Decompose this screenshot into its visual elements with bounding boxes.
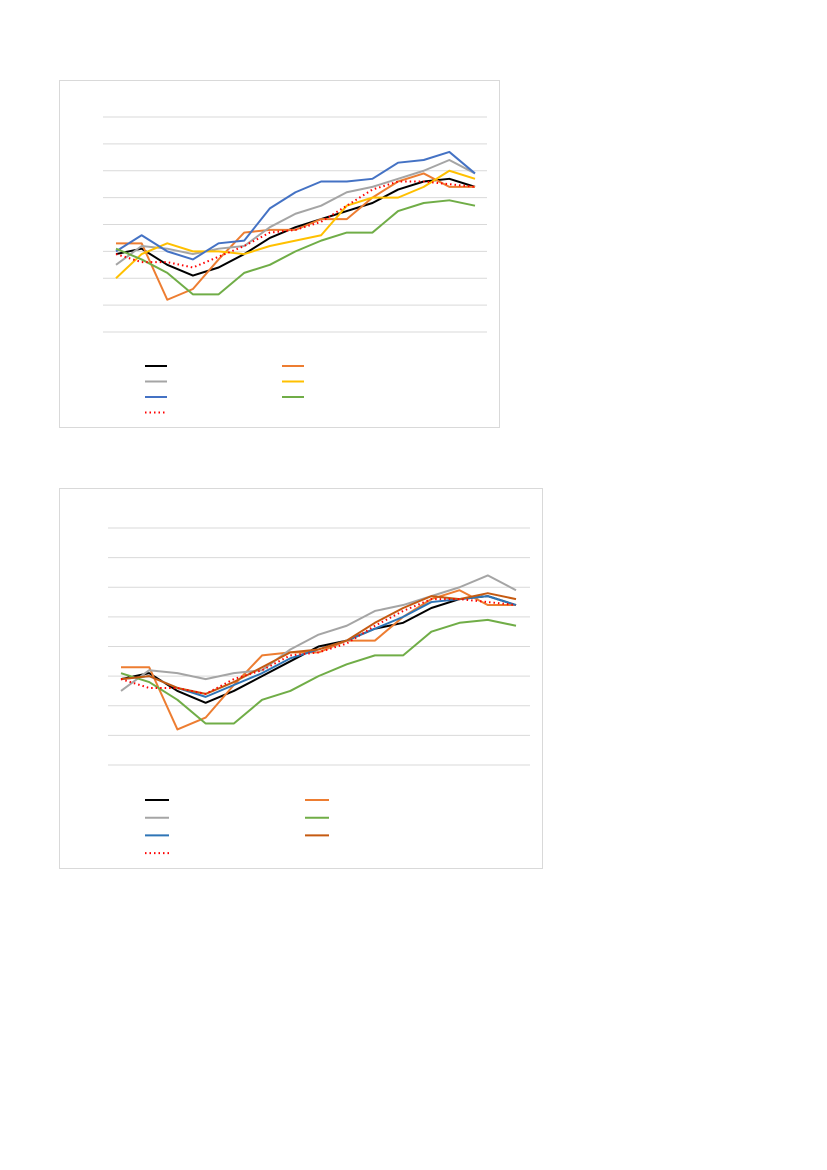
series-line: [120, 595, 517, 704]
series-line: [120, 574, 517, 692]
series-line: [115, 180, 476, 269]
series-line: [115, 159, 476, 266]
series-line: [120, 592, 517, 695]
series-line: [115, 169, 476, 279]
series-line: [115, 150, 476, 261]
series-line: [115, 177, 476, 277]
series-line: [120, 618, 517, 725]
chart-frame: [59, 80, 500, 428]
series-line: [120, 598, 517, 695]
series-line: [115, 199, 476, 296]
